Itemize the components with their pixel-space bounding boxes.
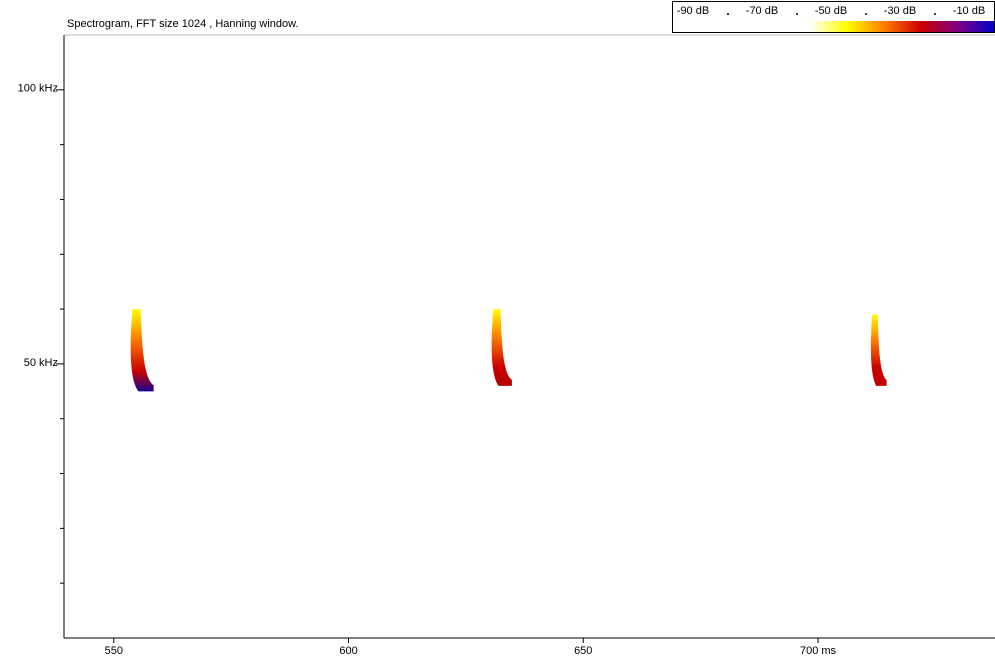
y-tick-label: 100 kHz xyxy=(18,83,58,95)
x-tick-label: 700 ms xyxy=(800,645,837,657)
x-tick-label: 650 xyxy=(574,645,592,657)
call xyxy=(130,309,154,392)
colorbar-dot xyxy=(934,13,936,15)
colorbar-label: -50 dB xyxy=(815,5,847,17)
colorbar-label: -10 dB xyxy=(953,5,985,17)
colorbar-label: -30 dB xyxy=(884,5,916,17)
x-tick-label: 600 xyxy=(339,645,357,657)
colorbar-dot xyxy=(796,13,798,15)
colorbar xyxy=(810,21,994,32)
call xyxy=(491,309,512,386)
colorbar-label: -70 dB xyxy=(746,5,778,17)
colorbar-dot xyxy=(727,13,729,15)
colorbar-dot xyxy=(865,13,867,15)
y-tick-label: 50 kHz xyxy=(24,357,58,369)
call xyxy=(870,314,887,386)
colorbar-label: -90 dB xyxy=(677,5,709,17)
x-tick-label: 550 xyxy=(105,645,123,657)
chart-title: Spectrogram, FFT size 1024 , Hanning win… xyxy=(67,18,299,30)
